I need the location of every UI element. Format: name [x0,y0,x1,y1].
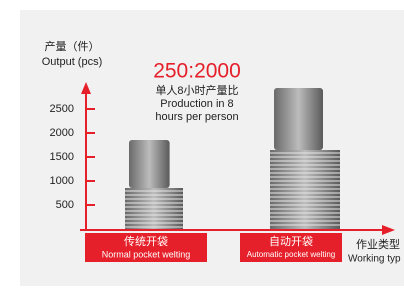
y-tick-label: 1500 [50,151,74,163]
y-tick-label: 2000 [50,127,74,139]
x-label: 作业类型 [356,237,400,251]
y-tick-label: 1000 [50,175,74,187]
y-label: Output (pcs) [42,56,103,68]
category-label: 传统开袋 [124,234,168,248]
y-tick-label: 500 [56,199,74,211]
x-label: Working typ [348,254,401,265]
chart: 产量（件） Output (pcs) 250:2000 单人8小时产量比 Pro… [0,0,404,294]
y-label: 产量（件） [45,39,100,53]
subtitle: 单人8小时产量比 [155,83,238,97]
chart-title: 250:2000 [153,60,241,83]
category-label: Normal pocket welting [102,249,191,259]
y-tick-label: 2500 [50,103,74,115]
category-label: 自动开袋 [269,234,313,248]
garment [129,140,170,188]
subtitle: Production in 8 [160,98,233,110]
garment [274,88,323,150]
subtitle: hours per person [155,111,238,123]
category-label: Automatic pocket welting [247,250,336,259]
